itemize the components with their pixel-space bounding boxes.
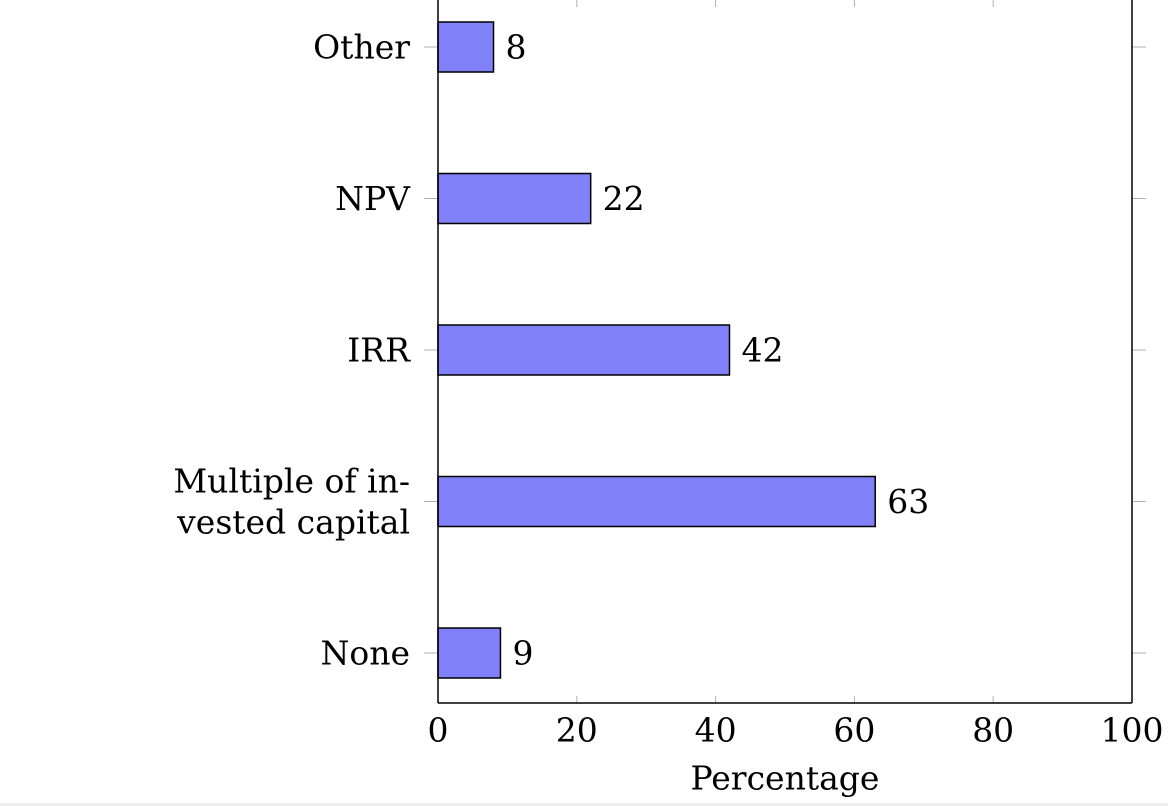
bar [437,627,502,679]
category-label: NPV [335,179,411,218]
category-label: IRR [347,331,411,370]
plot-frame [437,0,1133,704]
bar [437,21,495,73]
category-label: Multiple of in- [173,462,410,501]
x-tick-label: 40 [695,711,737,750]
bars [437,21,876,679]
category-label: vested capital [176,503,410,542]
chart-text: 0 20 40 60 80 100 9 63 42 22 8 None Multiple of in-v… [173,28,1163,798]
data-label: 22 [603,179,645,218]
x-axis-label: Percentage [691,759,880,798]
bar [437,475,876,528]
page-bottom-rule [0,803,1168,806]
bar [437,172,592,225]
x-tick-label: 100 [1101,711,1164,750]
x-tick-label: 0 [428,711,449,750]
bar [437,324,731,376]
x-tick-label: 20 [556,711,598,750]
data-label: 63 [887,482,929,521]
data-label: 42 [741,331,783,370]
category-label: Other [313,28,410,67]
x-tick-label: 60 [833,711,875,750]
x-tick-label: 80 [972,711,1014,750]
category-label: None [320,634,410,673]
data-label: 8 [506,28,527,67]
data-label: 9 [512,634,533,673]
